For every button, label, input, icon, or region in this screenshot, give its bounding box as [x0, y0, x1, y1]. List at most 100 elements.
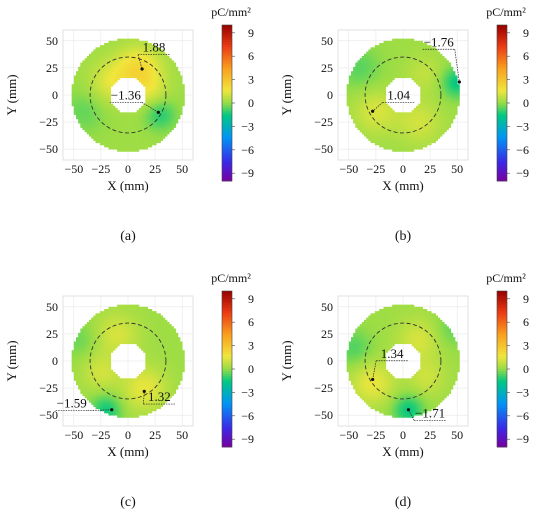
- colorbar-band: [222, 73, 232, 77]
- heatmap-cell: [151, 121, 155, 124]
- heatmap-cell: [422, 75, 426, 79]
- heatmap-cell: [151, 97, 155, 100]
- heatmap-cell: [405, 121, 408, 124]
- heatmap-cell: [424, 64, 428, 68]
- heatmap-cell: [424, 123, 428, 126]
- heatmap-cell: [366, 131, 369, 135]
- heatmap-cell: [104, 380, 107, 384]
- heatmap-cell: [167, 75, 170, 79]
- heatmap-cell: [372, 131, 376, 135]
- heatmap-cell: [446, 66, 449, 70]
- heatmap-cell: [452, 114, 456, 118]
- heatmap-cell: [422, 51, 426, 55]
- heatmap-cell: [426, 60, 430, 63]
- heatmap-cell: [160, 73, 164, 76]
- colorbar-band: [497, 173, 507, 177]
- heatmap-cell: [431, 127, 434, 131]
- heatmap-cell: [104, 317, 107, 321]
- heatmap-cell: [110, 103, 114, 107]
- heatmap-cell: [132, 45, 135, 48]
- heatmap-cell: [86, 90, 90, 94]
- heatmap-cell: [444, 64, 447, 68]
- colorbar-band: [497, 90, 507, 94]
- heatmap-cell: [355, 121, 358, 124]
- heatmap-cell: [143, 40, 146, 44]
- heatmap-cell: [435, 75, 439, 79]
- colorbar-band: [222, 61, 232, 65]
- heatmap-cell: [78, 84, 81, 87]
- heatmap-cell: [370, 140, 374, 144]
- heatmap-cell: [95, 51, 99, 55]
- heatmap-cell: [149, 121, 153, 124]
- heatmap-cell: [110, 127, 114, 131]
- heatmap-cell: [143, 51, 146, 55]
- heatmap-cell: [180, 103, 183, 107]
- heatmap-cell: [136, 142, 140, 146]
- heatmap-cell: [435, 112, 439, 115]
- heatmap-cell: [104, 341, 107, 345]
- heatmap-cell: [138, 147, 142, 150]
- heatmap-cell: [164, 118, 168, 122]
- heatmap-cell: [407, 38, 410, 42]
- heatmap-cell: [106, 45, 109, 48]
- heatmap-cell: [364, 75, 367, 79]
- heatmap-cell: [348, 79, 352, 83]
- heatmap-cell: [420, 49, 423, 53]
- heatmap-cell: [374, 136, 378, 139]
- heatmap-cell: [357, 121, 361, 124]
- heatmap-cell: [106, 404, 109, 407]
- heatmap-cell: [89, 84, 92, 87]
- heatmap-cell: [143, 108, 146, 111]
- heatmap-cell: [411, 77, 415, 81]
- heatmap-cell: [136, 116, 140, 120]
- heatmap-cell: [95, 378, 99, 381]
- heatmap-cell: [177, 88, 181, 92]
- heatmap-cell: [130, 140, 133, 144]
- heatmap-cell: [422, 108, 426, 111]
- heatmap-cell: [177, 108, 181, 111]
- heatmap-cell: [387, 105, 391, 109]
- heatmap-cell: [372, 138, 376, 141]
- heatmap-cell: [164, 103, 168, 107]
- heatmap-cell: [93, 127, 96, 131]
- heatmap-cell: [93, 339, 96, 342]
- heatmap-cell: [80, 382, 83, 386]
- heatmap-cell: [82, 116, 86, 120]
- heatmap-cell: [108, 378, 112, 381]
- heatmap-cell: [112, 387, 116, 390]
- heatmap-cell: [394, 45, 397, 48]
- heatmap-cell: [97, 86, 101, 89]
- heatmap-cell: [106, 88, 109, 92]
- heatmap-cell: [93, 82, 96, 85]
- heatmap-cell: [132, 114, 135, 118]
- heatmap-cell: [95, 326, 99, 329]
- heatmap-cell: [108, 49, 112, 53]
- heatmap-cell: [117, 415, 120, 418]
- heatmap-cell: [429, 95, 432, 98]
- heatmap-cell: [359, 79, 363, 83]
- heatmap-cell: [413, 79, 417, 83]
- heatmap-cell: [99, 142, 103, 146]
- heatmap-cell: [357, 125, 361, 128]
- heatmap-cell: [95, 73, 99, 76]
- heatmap-cell: [119, 395, 122, 399]
- heatmap-cell: [71, 352, 75, 355]
- heatmap-cell: [400, 116, 404, 120]
- heatmap-cell: [141, 79, 144, 83]
- heatmap-cell: [381, 134, 384, 137]
- heatmap-cell: [450, 112, 454, 115]
- heatmap-cell: [78, 88, 81, 92]
- heatmap-cell: [82, 75, 86, 79]
- heatmap-cell: [403, 127, 406, 131]
- heatmap-cell: [80, 71, 83, 74]
- heatmap-cell: [429, 134, 432, 137]
- heatmap-cell: [416, 79, 419, 83]
- x-tick-label: −25: [92, 162, 111, 176]
- heatmap-cell: [424, 105, 428, 109]
- heatmap-cell: [409, 125, 413, 128]
- heatmap-cell: [97, 330, 101, 334]
- heatmap-cell: [400, 142, 404, 146]
- heatmap-cell: [97, 387, 101, 390]
- heatmap-cell: [106, 341, 109, 345]
- heatmap-cell: [84, 112, 88, 115]
